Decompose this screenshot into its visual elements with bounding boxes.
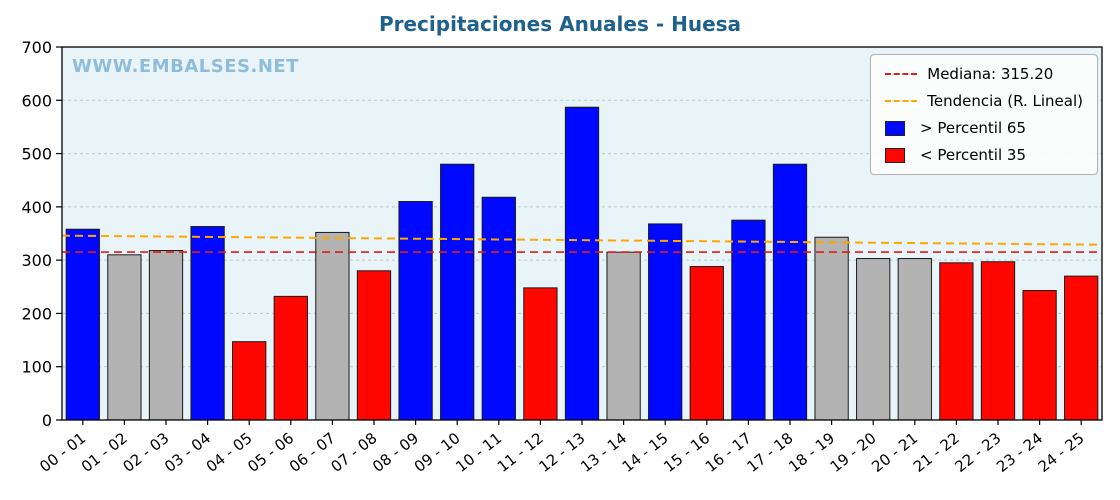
bar-17-18 bbox=[772, 163, 808, 421]
x-tick-label: 15 - 16 bbox=[660, 429, 713, 476]
watermark: WWW.EMBALSES.NET bbox=[72, 56, 299, 77]
x-tick-label: 05 - 06 bbox=[244, 429, 297, 476]
legend-item: > Percentil 65 bbox=[885, 119, 1083, 137]
bar-05-06 bbox=[273, 295, 308, 421]
x-tick-label: 24 - 25 bbox=[1035, 429, 1088, 476]
x-tick-label: 19 - 20 bbox=[827, 429, 880, 476]
x-tick-label: 20 - 21 bbox=[868, 429, 921, 476]
x-tick-label: 11 - 12 bbox=[494, 429, 547, 476]
bar-07-08 bbox=[356, 270, 392, 421]
trend-line bbox=[61, 234, 1103, 246]
x-tick-label: 17 - 18 bbox=[744, 429, 797, 476]
y-tick-label: 700 bbox=[21, 38, 52, 57]
x-tick-label: 12 - 13 bbox=[536, 429, 589, 476]
bar-09-10 bbox=[440, 163, 475, 421]
bar-11-12 bbox=[523, 287, 558, 421]
x-tick-label: 13 - 14 bbox=[577, 429, 630, 476]
y-tick-label: 200 bbox=[21, 304, 52, 323]
x-tick-label: 23 - 24 bbox=[993, 429, 1046, 476]
bar-21-22 bbox=[939, 262, 974, 421]
bar-23-24 bbox=[1022, 290, 1057, 421]
legend-item: Tendencia (R. Lineal) bbox=[885, 92, 1083, 110]
legend-label: > Percentil 65 bbox=[915, 119, 1027, 137]
x-tick-label: 21 - 22 bbox=[910, 429, 963, 476]
x-tick-label: 03 - 04 bbox=[161, 429, 214, 476]
x-tick-label: 07 - 08 bbox=[328, 429, 381, 476]
x-tick-label: 06 - 07 bbox=[286, 429, 339, 476]
median-dash-icon bbox=[885, 73, 918, 75]
bar-04-05 bbox=[232, 341, 267, 421]
legend-label: Mediana: 315.20 bbox=[927, 65, 1054, 83]
bar-14-15 bbox=[648, 223, 683, 421]
bar-13-14 bbox=[606, 251, 641, 421]
percentil65-swatch-icon bbox=[885, 120, 906, 136]
x-tick-label: 02 - 03 bbox=[120, 429, 173, 476]
bar-12-13 bbox=[564, 106, 600, 421]
bar-16-17 bbox=[731, 219, 766, 421]
bar-10-11 bbox=[481, 196, 516, 421]
legend-item: Mediana: 315.20 bbox=[885, 65, 1083, 83]
bar-24-25 bbox=[1064, 275, 1099, 421]
bar-20-21 bbox=[897, 258, 932, 421]
trend-dash-icon bbox=[885, 100, 918, 102]
y-tick-label: 0 bbox=[42, 411, 52, 430]
x-tick-label: 04 - 05 bbox=[203, 429, 256, 476]
percentil35-swatch-icon bbox=[885, 147, 906, 163]
x-tick-label: 16 - 17 bbox=[702, 429, 755, 476]
bar-18-19 bbox=[814, 236, 849, 421]
chart-legend: Mediana: 315.20 Tendencia (R. Lineal) > P… bbox=[870, 54, 1098, 175]
y-tick-label: 100 bbox=[21, 358, 52, 377]
bar-02-03 bbox=[148, 250, 184, 421]
x-tick-label: 01 - 02 bbox=[78, 429, 131, 476]
legend-item: < Percentil 35 bbox=[885, 146, 1083, 164]
y-tick-label: 400 bbox=[21, 198, 52, 217]
bar-06-07 bbox=[315, 231, 350, 421]
y-tick-label: 600 bbox=[21, 91, 52, 110]
bar-08-09 bbox=[398, 201, 433, 421]
legend-label: Tendencia (R. Lineal) bbox=[927, 92, 1083, 110]
bar-00-01 bbox=[65, 228, 100, 421]
y-tick-label: 300 bbox=[21, 251, 52, 270]
legend-label: < Percentil 35 bbox=[915, 146, 1027, 164]
bar-15-16 bbox=[689, 266, 724, 421]
x-tick-label: 09 - 10 bbox=[411, 429, 464, 476]
bar-03-04 bbox=[190, 226, 225, 421]
y-tick-label: 500 bbox=[21, 145, 52, 164]
chart-title: Precipitaciones Anuales - Huesa bbox=[378, 12, 742, 36]
x-tick-label: 00 - 01 bbox=[36, 429, 89, 476]
bar-22-23 bbox=[980, 261, 1016, 421]
bar-01-02 bbox=[107, 254, 142, 421]
x-tick-label: 08 - 09 bbox=[369, 429, 422, 476]
bar-19-20 bbox=[856, 258, 891, 421]
x-tick-label: 22 - 23 bbox=[952, 429, 1005, 476]
x-tick-label: 14 - 15 bbox=[619, 429, 672, 476]
x-tick-label: 10 - 11 bbox=[452, 429, 505, 476]
x-tick-label: 18 - 19 bbox=[785, 429, 838, 476]
